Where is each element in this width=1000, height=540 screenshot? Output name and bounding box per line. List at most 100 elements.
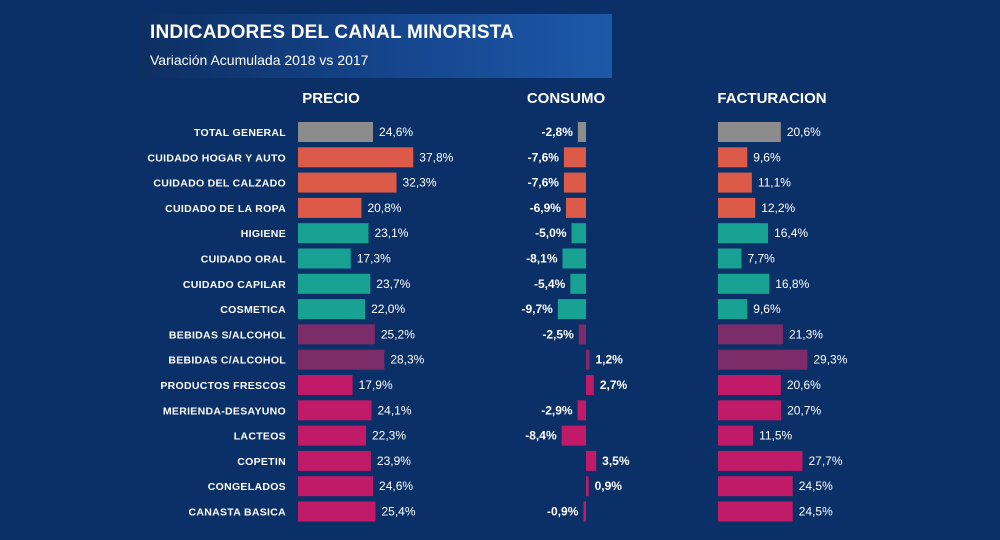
- facturacion-bar: [718, 375, 781, 395]
- precio-bar: [298, 172, 397, 193]
- facturacion-value-label: 20,6%: [787, 378, 821, 392]
- consumo-bar: [583, 501, 586, 522]
- category-label: BEBIDAS C/ALCOHOL: [168, 355, 286, 367]
- precio-bar: [298, 425, 367, 446]
- category-label: PRODUCTOS FRESCOS: [160, 380, 286, 392]
- precio-value-label: 24,6%: [379, 125, 413, 139]
- consumo-value-label: -2,8%: [542, 125, 574, 139]
- consumo-value-label: -5,0%: [535, 226, 567, 240]
- precio-value-label: 32,3%: [403, 176, 437, 190]
- consumo-value-label: -2,9%: [541, 403, 573, 417]
- facturacion-value-label: 20,7%: [787, 403, 821, 417]
- category-label: CANASTA BASICA: [188, 507, 286, 519]
- consumo-bar: [586, 450, 597, 471]
- facturacion-value-label: 16,8%: [775, 277, 809, 291]
- precio-value-label: 22,3%: [372, 429, 406, 443]
- consumo-bar: [578, 324, 586, 345]
- facturacion-bar: [718, 324, 783, 345]
- facturacion-bar: [718, 172, 752, 193]
- chart-title: INDICADORES DEL CANAL MINORISTA: [150, 22, 515, 43]
- facturacion-value-label: 12,2%: [761, 201, 795, 215]
- precio-value-label: 24,1%: [378, 403, 412, 417]
- precio-bar: [298, 197, 362, 218]
- precio-bar: [298, 273, 371, 294]
- precio-value-label: 28,3%: [390, 353, 424, 367]
- precio-bar: [298, 400, 372, 421]
- facturacion-value-label: 7,7%: [747, 252, 775, 266]
- facturacion-value-label: 29,3%: [813, 353, 847, 367]
- consumo-bar: [577, 400, 586, 421]
- facturacion-value-label: 27,7%: [808, 454, 842, 468]
- precio-value-label: 20,8%: [367, 201, 401, 215]
- category-label: CUIDADO ORAL: [201, 254, 287, 266]
- category-label: CUIDADO DEL CALZADO: [153, 178, 286, 190]
- facturacion-bar: [718, 147, 748, 168]
- facturacion-bar: [718, 223, 769, 244]
- facturacion-bar: [718, 197, 756, 218]
- category-label: CUIDADO CAPILAR: [183, 279, 286, 291]
- consumo-value-label: -7,6%: [528, 176, 560, 190]
- facturacion-value-label: 9,6%: [753, 150, 781, 164]
- facturacion-value-label: 11,5%: [759, 429, 792, 443]
- consumo-value-label: 3,5%: [602, 454, 630, 468]
- facturacion-bar: [718, 501, 793, 522]
- facturacion-value-label: 24,5%: [799, 479, 833, 493]
- facturacion-value-label: 11,1%: [758, 176, 791, 190]
- category-label: CUIDADO DE LA ROPA: [165, 203, 286, 215]
- consumo-value-label: 0,9%: [595, 479, 623, 493]
- category-label: LACTEOS: [234, 431, 286, 443]
- category-label: BEBIDAS S/ALCOHOL: [169, 329, 286, 341]
- consumo-bar: [571, 223, 586, 244]
- precio-value-label: 23,7%: [376, 277, 410, 291]
- facturacion-bar: [718, 476, 793, 497]
- facturacion-bar: [718, 248, 742, 269]
- precio-bar: [298, 223, 369, 244]
- category-label: COPETIN: [237, 456, 286, 468]
- precio-value-label: 37,8%: [419, 150, 453, 164]
- category-label: CUIDADO HOGAR Y AUTO: [147, 152, 286, 164]
- precio-bar: [298, 375, 353, 395]
- precio-panel-title: PRECIO: [302, 90, 360, 107]
- consumo-value-label: -9,7%: [522, 302, 554, 316]
- precio-bar: [298, 501, 376, 522]
- consumo-bar: [570, 273, 586, 294]
- precio-value-label: 24,6%: [379, 479, 413, 493]
- facturacion-bar: [718, 349, 808, 370]
- consumo-panel-title: CONSUMO: [527, 90, 606, 107]
- consumo-value-label: -6,9%: [530, 201, 562, 215]
- facturacion-bar: [718, 400, 782, 421]
- precio-value-label: 23,9%: [377, 454, 411, 468]
- category-label: TOTAL GENERAL: [194, 127, 286, 139]
- title-box: INDICADORES DEL CANAL MINORISTA Variació…: [140, 14, 612, 78]
- precio-value-label: 17,3%: [357, 252, 391, 266]
- consumo-bar: [586, 375, 594, 395]
- precio-bar: [298, 248, 351, 269]
- consumo-bar: [563, 147, 586, 168]
- facturacion-value-label: 24,5%: [799, 505, 833, 519]
- precio-bar: [298, 122, 374, 142]
- precio-bar: [298, 450, 371, 471]
- category-label: HIGIENE: [241, 228, 286, 240]
- facturacion-value-label: 9,6%: [753, 302, 781, 316]
- consumo-value-label: 1,2%: [595, 353, 623, 367]
- precio-bar: [298, 349, 385, 370]
- consumo-value-label: -7,6%: [528, 150, 560, 164]
- facturacion-value-label: 20,6%: [787, 125, 821, 139]
- precio-value-label: 22,0%: [371, 302, 405, 316]
- precio-bar: [298, 147, 414, 168]
- consumo-bar: [561, 425, 586, 446]
- consumo-value-label: -8,4%: [525, 429, 557, 443]
- facturacion-bar: [718, 450, 803, 471]
- precio-bar: [298, 476, 374, 497]
- precio-value-label: 23,1%: [374, 226, 408, 240]
- consumo-bar: [563, 172, 586, 193]
- consumo-bar: [577, 122, 586, 142]
- precio-value-label: 25,2%: [381, 327, 415, 341]
- facturacion-bar: [718, 425, 754, 446]
- consumo-value-label: -2,5%: [542, 327, 574, 341]
- chart-subtitle: Variación Acumulada 2018 vs 2017: [150, 52, 369, 68]
- facturacion-bar: [718, 273, 770, 294]
- consumo-bar: [565, 197, 586, 218]
- consumo-value-label: 2,7%: [600, 378, 628, 392]
